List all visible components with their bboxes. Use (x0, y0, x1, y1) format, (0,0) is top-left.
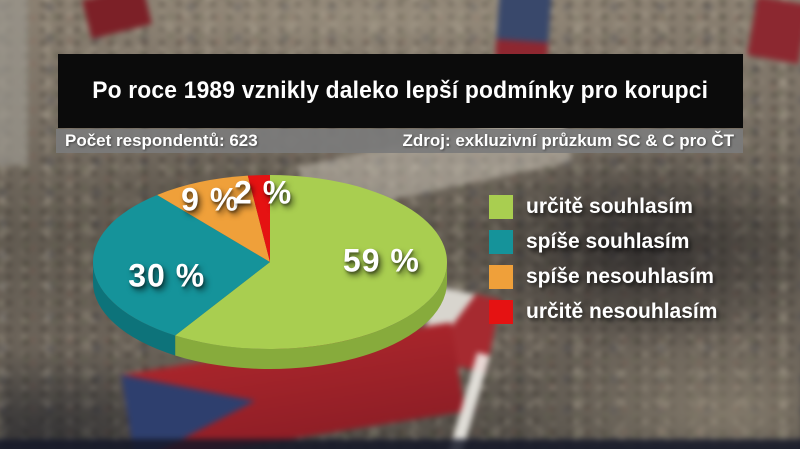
legend-label: určitě souhlasím (526, 195, 693, 218)
pie-slice-side (175, 262, 448, 370)
pillar-top-left (0, 0, 28, 165)
legend-label: spíše nesouhlasím (526, 265, 714, 288)
legend-label: spíše souhlasím (526, 230, 690, 253)
legend-item: spíše nesouhlasím (489, 265, 717, 289)
legend-swatch (489, 300, 513, 324)
source-credit: Zdroj: exkluzivní průzkum SC & C pro ČT (402, 131, 734, 150)
pie-slice (247, 175, 270, 262)
title-bar: Po roce 1989 vznikly daleko lepší podmín… (58, 54, 743, 128)
pie-slice (93, 194, 270, 336)
legend-label: určitě nesouhlasím (526, 300, 718, 323)
meta-bar: Počet respondentů: 623 Zdroj: exkluzivní… (56, 129, 743, 153)
bottom-dark-strip (0, 439, 800, 449)
legend: určitě souhlasím spíše souhlasím spíše nes… (489, 195, 717, 324)
legend-swatch (489, 195, 513, 219)
pie-slice (175, 175, 447, 349)
pie-slice (157, 175, 270, 262)
legend-item: spíše souhlasím (489, 230, 717, 254)
pie-slice-side (93, 262, 176, 356)
legend-item: určitě nesouhlasím (489, 300, 717, 324)
respondents-count: Počet respondentů: 623 (65, 131, 258, 150)
legend-swatch (489, 265, 513, 289)
legend-item: určitě souhlasím (489, 195, 717, 219)
chart-title: Po roce 1989 vznikly daleko lepší podmín… (92, 77, 709, 104)
legend-swatch (489, 230, 513, 254)
